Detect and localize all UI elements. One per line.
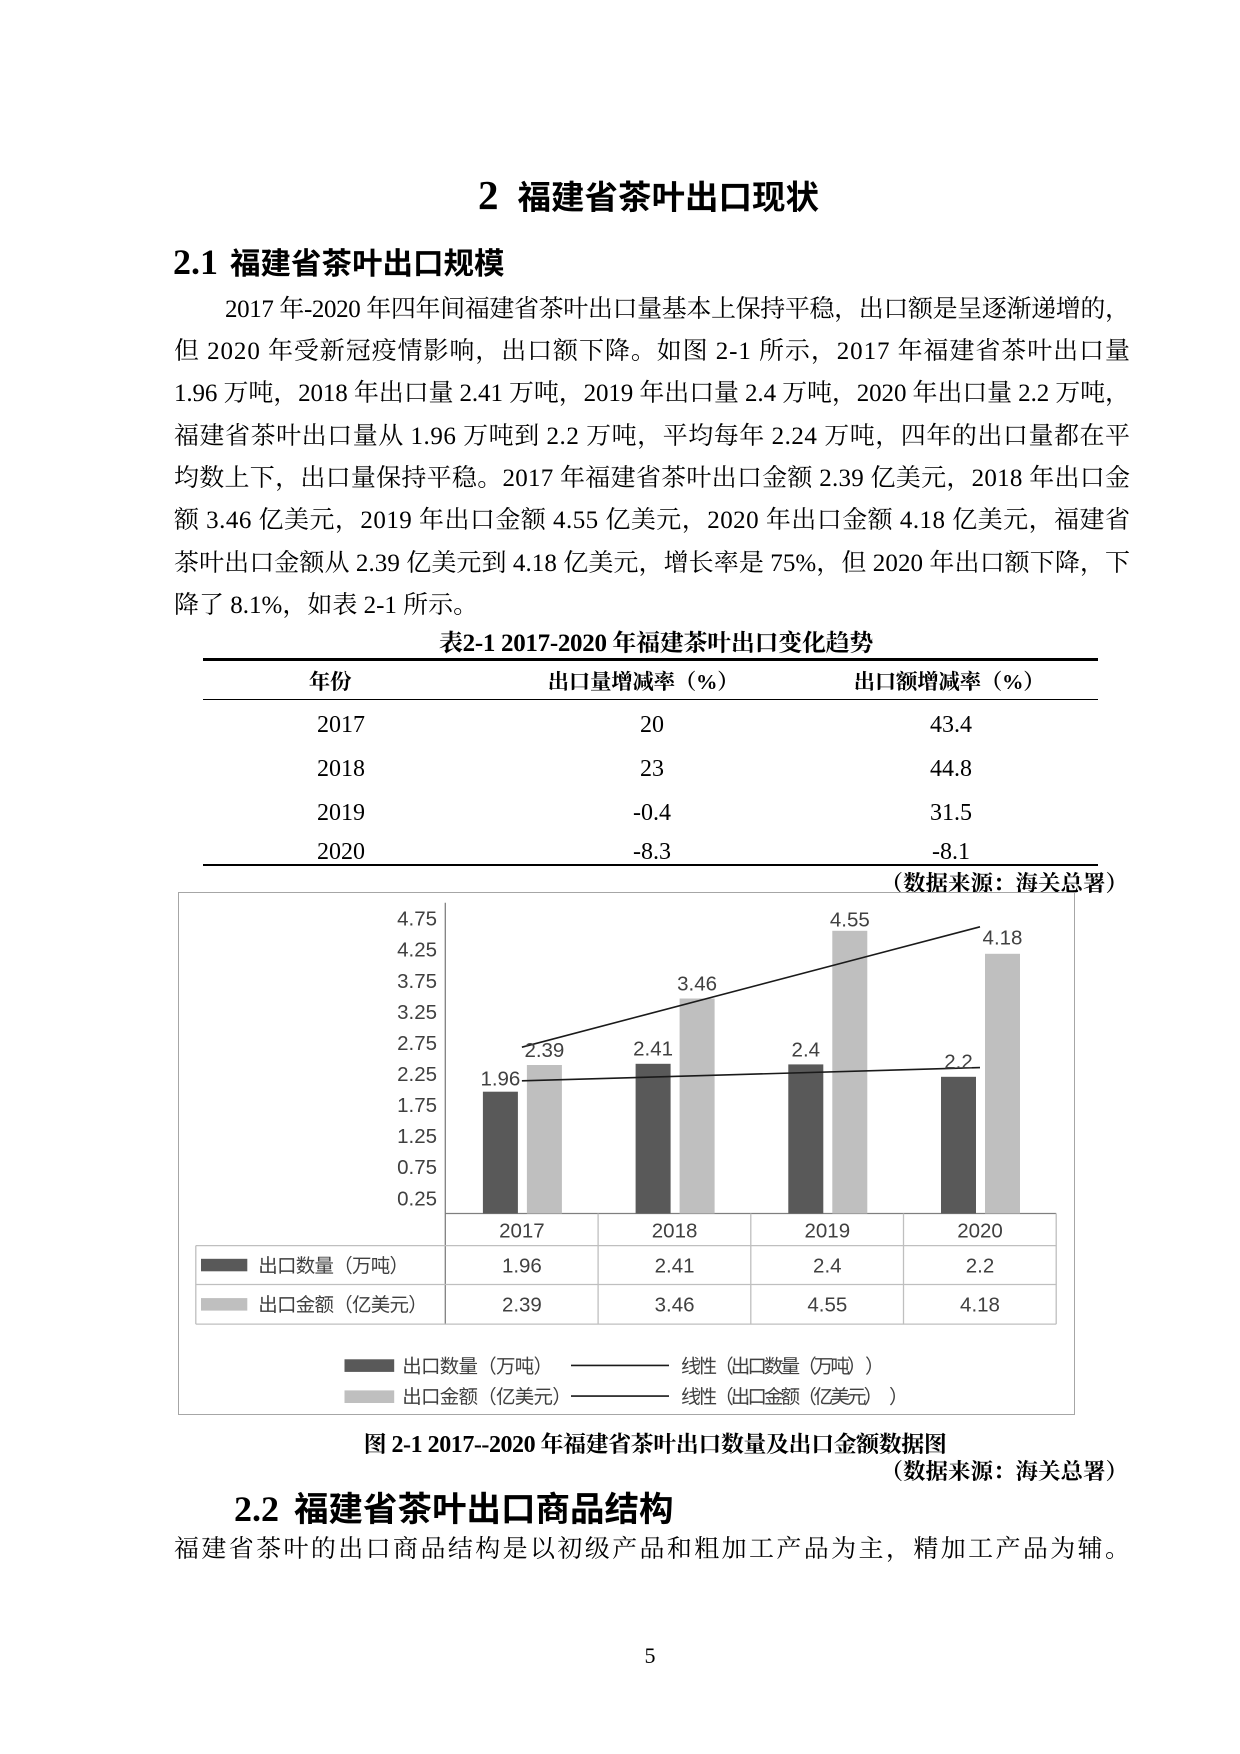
svg-text:线性（出口数量（万吨）: 线性（出口数量（万吨） bbox=[681, 1356, 864, 1378]
svg-text:2.39: 2.39 bbox=[524, 1039, 564, 1062]
svg-text:4.18: 4.18 bbox=[960, 1294, 1000, 1317]
svg-text:3.46: 3.46 bbox=[655, 1294, 695, 1317]
svg-text:3.75: 3.75 bbox=[397, 970, 437, 993]
svg-text:2.25: 2.25 bbox=[397, 1063, 437, 1086]
svg-text:4.25: 4.25 bbox=[397, 939, 437, 962]
svg-text:2.2: 2.2 bbox=[966, 1254, 995, 1277]
svg-text:2019: 2019 bbox=[804, 1219, 850, 1242]
svg-text:0.25: 0.25 bbox=[397, 1187, 437, 1210]
svg-text:3.25: 3.25 bbox=[397, 1001, 437, 1024]
svg-text:1.96: 1.96 bbox=[480, 1067, 520, 1090]
svg-text:2.2: 2.2 bbox=[944, 1051, 973, 1074]
svg-text:2018: 2018 bbox=[652, 1219, 698, 1242]
svg-text:2.4: 2.4 bbox=[813, 1254, 842, 1277]
svg-text:4.55: 4.55 bbox=[830, 909, 870, 932]
svg-text:线性（出口金额（亿美元）: 线性（出口金额（亿美元） bbox=[681, 1387, 880, 1409]
svg-text:2.75: 2.75 bbox=[397, 1032, 437, 1055]
svg-text:2.41: 2.41 bbox=[655, 1254, 695, 1277]
svg-text:3.46: 3.46 bbox=[677, 972, 717, 995]
svg-text:出口金额（亿美元）: 出口金额（亿美元） bbox=[402, 1387, 571, 1409]
svg-text:4.55: 4.55 bbox=[807, 1294, 847, 1317]
svg-text:出口数量（万吨）: 出口数量（万吨） bbox=[258, 1256, 408, 1278]
svg-text:1.25: 1.25 bbox=[397, 1125, 437, 1148]
svg-text:2.39: 2.39 bbox=[502, 1294, 542, 1317]
svg-text:2.41: 2.41 bbox=[633, 1037, 673, 1060]
svg-text:2.4: 2.4 bbox=[792, 1038, 821, 1061]
svg-text:4.75: 4.75 bbox=[397, 908, 437, 931]
svg-text:1.96: 1.96 bbox=[502, 1254, 542, 1277]
svg-text:）: ） bbox=[889, 1387, 909, 1409]
svg-text:出口金额（亿美元）: 出口金额（亿美元） bbox=[258, 1295, 427, 1317]
svg-text:0.75: 0.75 bbox=[397, 1156, 437, 1179]
svg-text:4.18: 4.18 bbox=[983, 926, 1023, 949]
svg-text:出口数量（万吨）: 出口数量（万吨） bbox=[402, 1356, 552, 1378]
svg-text:2017: 2017 bbox=[499, 1219, 545, 1242]
svg-text:）: ） bbox=[865, 1356, 885, 1378]
svg-text:2020: 2020 bbox=[957, 1219, 1003, 1242]
svg-text:1.75: 1.75 bbox=[397, 1094, 437, 1117]
